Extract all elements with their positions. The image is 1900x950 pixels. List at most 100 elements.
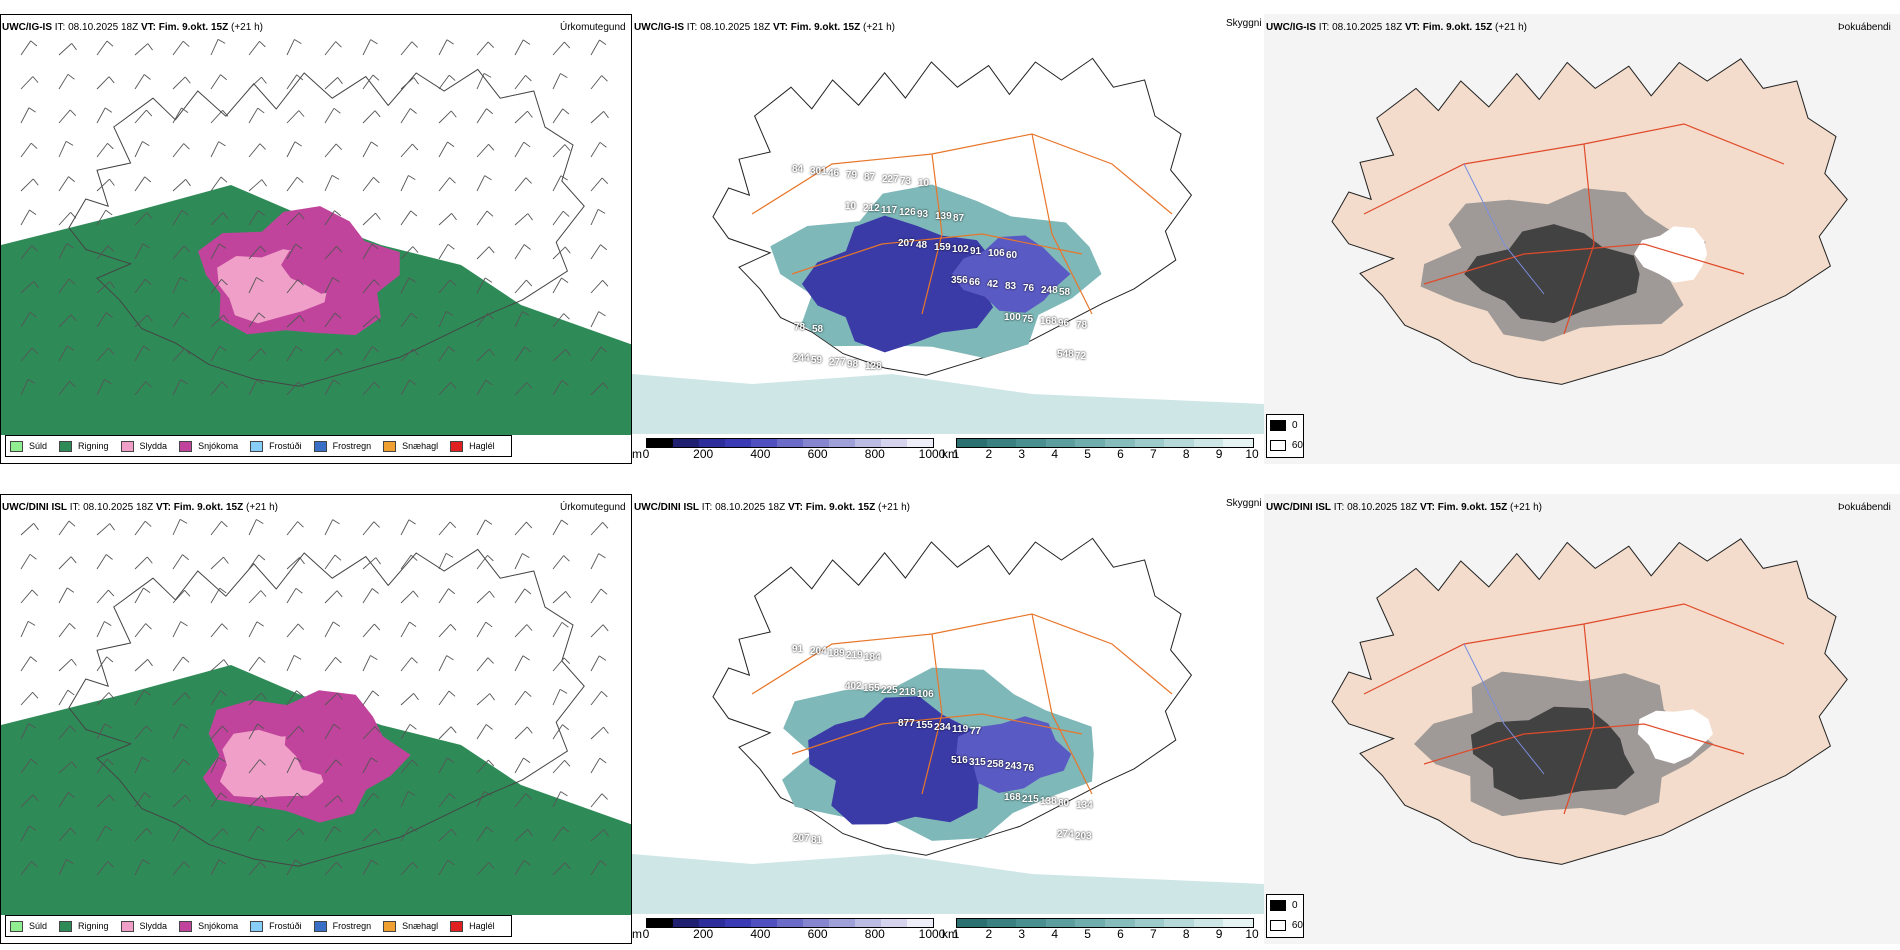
colorbar-tick-label: 0 [642,927,650,941]
colorbar-step [725,919,751,927]
wind-barb [172,794,191,808]
wind-barb [476,590,495,604]
wind-barb [590,757,607,774]
cloud-base-value: 46 [828,168,840,179]
wind-barb [438,624,457,638]
wind-barb [248,723,265,740]
wind-barb [552,349,571,362]
wind-barb [476,555,494,570]
cloud-base-value: 219 [846,650,863,661]
wind-barb [400,246,419,260]
legend-item: Snæhagl [383,920,438,932]
colorbar-tick-label: 3 [1018,927,1026,941]
wind-barb [20,620,36,638]
wind-barb [514,588,532,604]
cloud-base-value: 134 [1076,800,1093,811]
wind-barb [438,346,456,362]
wind-barb [286,654,302,672]
wind-barb [286,74,304,90]
cloud-base-value: 207 [793,833,810,844]
wind-barb [476,41,495,56]
wind-barb [210,279,228,294]
wind-barb [210,859,226,876]
wind-barb [96,379,112,396]
legend-swatch [120,920,134,932]
panel-title: Úrkomutegund [560,22,626,33]
wind-barb [514,726,533,740]
wind-barb [20,523,39,536]
legend-item: Rigning [59,440,109,452]
wind-barb [20,794,39,808]
colorbar-tick-label: 9 [1215,447,1223,461]
wind-barb [286,792,304,808]
wind-barb [248,179,267,192]
legend-label: Frostregn [332,441,372,451]
wind-barb [552,621,569,638]
panel-title: Skyggni [1226,18,1262,29]
colorbar-step [855,439,881,447]
colorbar-step [1016,439,1046,447]
wind-barb [248,277,264,294]
wind-barb [438,382,457,396]
cloud-base-value: 66 [969,277,981,288]
colorbar-step [855,919,881,927]
colorbar-step [803,919,829,927]
visibility-colorbar: km 1 2 3 4 5 6 7 8 9 10 [942,916,1262,944]
colorbar-step [881,439,907,447]
colorbar-step [1104,439,1135,447]
wind-barb [400,175,416,192]
fog-legend-label: 0 [1292,899,1298,911]
wind-barb [590,553,606,570]
legend-label: Haglél [469,921,495,931]
wind-barb [400,790,416,808]
wind-barb [20,553,37,570]
river-line [1463,643,1545,775]
low-cloud-base-area [802,215,994,353]
wind-barb [20,209,37,226]
wind-barb [58,243,74,260]
wind-barb [400,723,417,740]
wind-barb [400,41,418,56]
legend-label: Snjókoma [198,441,239,451]
colorbar-tick-label: 3 [1018,447,1026,461]
river-line [1463,163,1545,295]
wind-barb [172,143,190,158]
wind-barb [552,826,570,842]
wind-barb [324,77,343,90]
colorbar-step [699,439,725,447]
wind-barb [476,108,494,124]
wind-barb [286,141,302,158]
wind-barb [438,521,457,536]
road-line [791,713,1083,755]
colorbar-step [1075,439,1105,447]
colorbar-step [1193,439,1224,447]
wind-barb [248,861,267,876]
cloud-base-value: 155 [916,720,933,731]
wind-barb [134,689,151,706]
cloud-base-value: 184 [864,652,881,663]
wind-barb [20,378,36,396]
legend-label: Slydda [139,441,168,451]
wind-barb [248,210,265,226]
road-line [921,153,943,315]
wind-barb [590,522,609,536]
wind-barb [324,277,340,294]
wind-barb [20,347,39,362]
wind-barb [248,312,266,328]
wind-barb [514,793,532,808]
wind-barb [286,690,304,706]
colorbar-tick-label: 600 [807,927,828,941]
colorbar-step [777,919,803,927]
colorbar-tick-label: 7 [1149,447,1157,461]
wind-barb [58,381,76,396]
wind-barb [324,826,341,842]
wind-barb [476,277,493,294]
colorbar-step [1045,919,1076,927]
wind-barb [134,176,152,192]
cloud-base-value: 215 [1022,794,1039,805]
cloud-base-value: 277 [829,357,846,368]
cloud-base-value: 117 [881,205,898,216]
colorbar-tick-label: 200 [693,927,714,941]
fog-legend-swatch [1270,439,1286,451]
wind-barb [590,39,607,56]
